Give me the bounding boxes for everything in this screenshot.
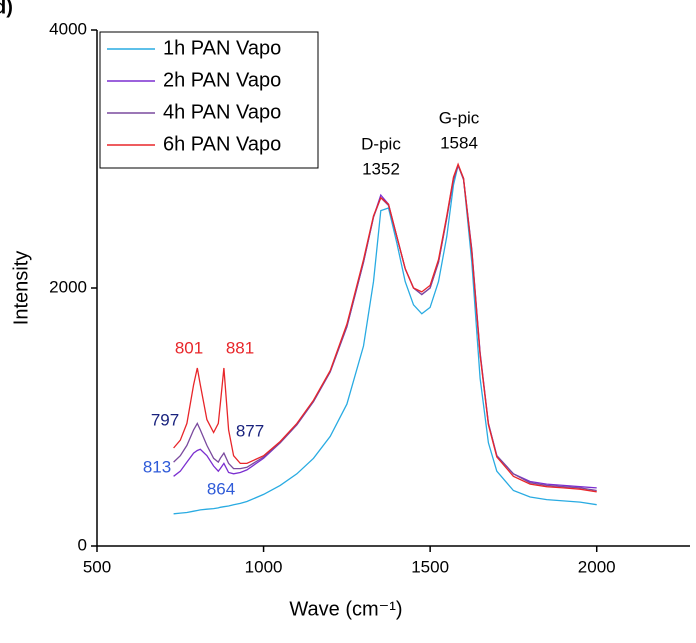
annotation: 864 xyxy=(207,479,235,498)
x-tick-label: 1000 xyxy=(245,557,283,576)
annotation: 813 xyxy=(143,457,171,476)
x-tick-label: 1500 xyxy=(411,557,449,576)
series-line xyxy=(173,163,597,515)
legend-label: 1h PAN Vapo xyxy=(163,37,281,59)
annotation: 801 xyxy=(175,338,203,357)
annotation: G-pic xyxy=(439,108,480,127)
y-axis-label: Intensity xyxy=(10,251,32,325)
annotation: D-pic xyxy=(361,134,401,153)
series-line xyxy=(173,162,597,493)
y-tick-label: 0 xyxy=(78,535,87,554)
x-axis-label: Wave (cm⁻¹) xyxy=(289,598,402,620)
annotation: 797 xyxy=(151,410,179,429)
legend-label: 2h PAN Vapo xyxy=(163,69,281,91)
x-tick-label: 500 xyxy=(83,557,111,576)
y-tick-label: 4000 xyxy=(49,19,87,38)
legend-label: 4h PAN Vapo xyxy=(163,101,281,123)
legend-label: 6h PAN Vapo xyxy=(163,133,281,155)
annotation: 1352 xyxy=(362,159,400,178)
x-tick-label: 2000 xyxy=(578,557,616,576)
annotation: 877 xyxy=(236,421,264,440)
annotation: 1584 xyxy=(440,133,478,152)
series-line xyxy=(173,163,597,492)
y-tick-label: 2000 xyxy=(49,277,87,296)
annotation: 881 xyxy=(226,338,254,357)
panel-label: d) xyxy=(0,0,13,18)
